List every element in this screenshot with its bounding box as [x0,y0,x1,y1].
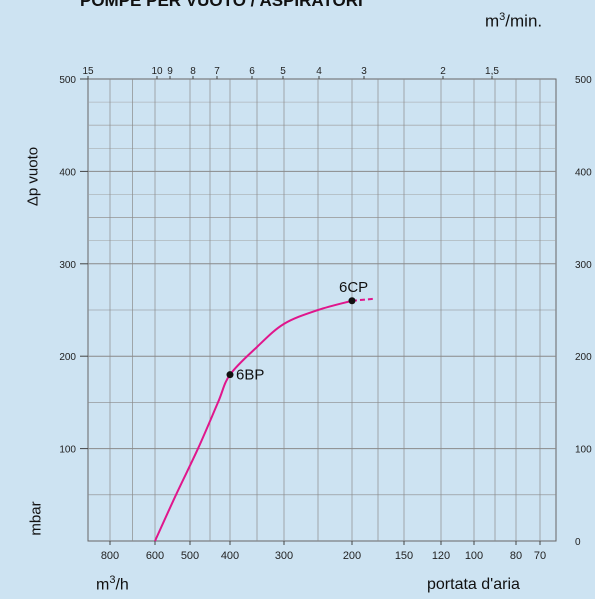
x-tick-label-bottom: 150 [395,550,413,562]
x-tick-label-bottom: 200 [343,550,361,562]
x-tick-label-top: 2 [440,66,446,77]
x-tick-label-top: 3 [361,66,367,77]
markers: 6BP 6CP [226,279,368,384]
x-tick-label-bottom: 800 [101,550,119,562]
x-tick-label-bottom: 500 [181,550,199,562]
ticks: 100 200 300 400 500 0 100 200 300 400 500 800 600 500… [59,66,592,562]
x-tick-label-top: 7 [214,66,220,77]
y-tick-label-right: 400 [575,167,592,178]
y-tick-label-right: 0 [575,537,581,548]
x-tick-label-bottom: 70 [534,550,546,562]
point-label: 6BP [236,367,264,384]
x-tick-label-top: 1,5 [485,66,499,77]
grid [88,79,556,541]
x-tick-label-top: 5 [280,66,286,77]
x-tick-label-bottom: 80 [510,550,522,562]
point-marker [226,371,234,379]
point-marker [348,297,356,305]
y-tick-label-left: 500 [59,75,76,86]
x-tick-label-bottom: 120 [432,550,450,562]
x-axis-label: portata d'aria [427,576,520,593]
y-tick-label-left: 200 [59,352,76,363]
y-tick-label-left: 400 [59,167,76,178]
y-tick-label-left: 100 [59,445,76,456]
y-tick-label-right: 300 [575,260,592,271]
x-tick-label-top: 4 [316,66,322,77]
top-axis-unit: m3/min. [485,11,543,31]
x-tick-label-top: 6 [249,66,255,77]
y-tick-label-right: 100 [575,445,592,456]
x-axis-unit: m3/h [96,574,129,594]
x-tick-label-bottom: 300 [275,550,293,562]
x-tick-label-top: 10 [151,66,163,77]
y-tick-label-left: 300 [59,260,76,271]
point-label: 6CP [339,279,368,296]
x-tick-label-bottom: 400 [221,550,239,562]
x-tick-label-bottom: 600 [146,550,164,562]
y-tick-label-right: 200 [575,352,592,363]
y-tick-label-right: 500 [575,75,592,86]
y-axis-label: Δp vuoto [24,146,42,207]
x-tick-label-top: 8 [190,66,196,77]
x-tick-label-bottom: 100 [465,550,483,562]
chart-title: POMPE PER VUOTO / ASPIRATORI [80,0,363,10]
x-tick-label-top: 9 [167,66,173,77]
x-tick-label-top: 15 [82,66,94,77]
y-axis-unit: mbar [27,501,45,536]
